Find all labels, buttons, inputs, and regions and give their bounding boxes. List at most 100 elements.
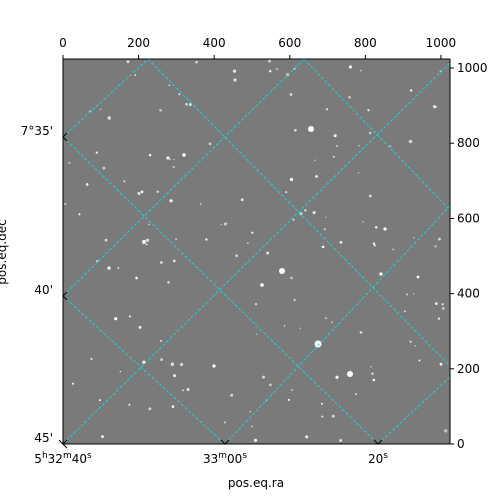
star xyxy=(148,223,150,226)
star xyxy=(289,177,294,182)
ra-tick xyxy=(220,439,230,445)
star xyxy=(160,261,163,264)
axis-ticks xyxy=(58,55,454,449)
star xyxy=(64,202,67,206)
star xyxy=(128,403,131,406)
star xyxy=(413,237,415,239)
y-right-tick-label: 200 xyxy=(457,362,480,376)
grid-line xyxy=(377,376,450,444)
star xyxy=(406,293,408,296)
star xyxy=(408,139,413,144)
star xyxy=(333,134,337,138)
x-top-tick-label: 800 xyxy=(354,36,377,50)
star xyxy=(409,340,412,343)
star xyxy=(168,84,171,86)
star xyxy=(323,228,326,231)
grid-line xyxy=(63,295,226,444)
star xyxy=(107,266,111,270)
star xyxy=(226,222,228,225)
star xyxy=(123,180,126,183)
star xyxy=(293,298,296,302)
star xyxy=(434,302,438,305)
star xyxy=(293,67,296,70)
star xyxy=(321,245,325,249)
star xyxy=(166,156,170,160)
star xyxy=(403,310,406,313)
star xyxy=(262,375,265,379)
grid-line xyxy=(63,62,450,444)
star xyxy=(299,327,302,329)
dec-tick-label: 45' xyxy=(34,431,53,445)
star xyxy=(185,102,188,106)
star xyxy=(85,183,89,186)
star xyxy=(389,145,392,148)
star xyxy=(78,213,81,216)
star xyxy=(104,238,108,242)
star xyxy=(180,362,184,367)
star xyxy=(235,254,238,258)
star xyxy=(283,325,286,327)
star xyxy=(175,238,177,240)
bright-star xyxy=(182,153,186,157)
star xyxy=(354,393,357,396)
star xyxy=(331,321,333,324)
star xyxy=(140,190,144,194)
star xyxy=(137,191,141,196)
star xyxy=(292,218,295,221)
bright-star xyxy=(142,240,146,244)
star xyxy=(251,425,253,428)
star xyxy=(169,199,173,203)
star xyxy=(195,60,198,64)
star xyxy=(325,317,327,319)
star xyxy=(371,372,374,375)
star xyxy=(315,175,318,178)
axis-tick-labels: 0 200 400 600 800 1000 0 200 400 600 800 1000 5h32m4… xyxy=(21,36,488,466)
star xyxy=(119,370,122,373)
x-top-tick-label: 600 xyxy=(278,36,301,50)
star xyxy=(95,151,98,154)
star xyxy=(268,59,272,63)
star xyxy=(173,374,176,377)
bright-star xyxy=(347,371,353,377)
grid-line xyxy=(303,59,450,211)
star xyxy=(254,438,258,442)
star xyxy=(117,267,120,270)
ra-tick-label: 5h32m40s xyxy=(34,451,92,466)
star xyxy=(99,108,102,111)
star xyxy=(159,108,162,112)
star xyxy=(314,159,316,162)
grid-line xyxy=(63,59,305,297)
star xyxy=(299,212,303,216)
star xyxy=(434,245,437,248)
star xyxy=(339,439,343,442)
star xyxy=(251,231,254,234)
star xyxy=(294,129,297,132)
star xyxy=(128,315,132,318)
star xyxy=(358,145,360,147)
star xyxy=(172,165,175,169)
star xyxy=(336,145,339,148)
star xyxy=(441,307,445,310)
star xyxy=(102,166,106,170)
dec-tick-label: 40' xyxy=(34,283,53,297)
star xyxy=(410,89,413,92)
y-axis-title: pos.eq.dec xyxy=(0,219,9,284)
star xyxy=(178,93,181,96)
star xyxy=(240,198,244,202)
star xyxy=(230,393,234,397)
dec-tick xyxy=(62,291,68,301)
star xyxy=(172,259,176,263)
grid-line xyxy=(63,136,379,444)
y-right-tick-label: 1000 xyxy=(457,61,488,75)
star xyxy=(325,107,329,111)
star xyxy=(134,74,137,76)
bright-star xyxy=(383,227,387,231)
star xyxy=(357,172,360,174)
star xyxy=(368,131,372,135)
star xyxy=(339,240,343,244)
dec-tick xyxy=(62,132,68,142)
dec-tick xyxy=(62,439,68,449)
y-right-tick-label: 600 xyxy=(457,211,480,225)
star xyxy=(182,389,184,392)
star xyxy=(96,260,99,263)
